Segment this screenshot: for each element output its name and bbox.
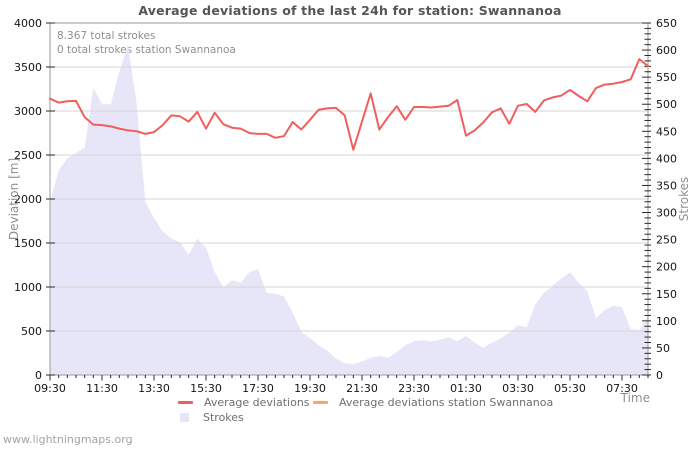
- y-right-tick-label: 450: [656, 125, 677, 138]
- y-right-tick-label: 350: [656, 179, 677, 192]
- y-right-tick-label: 600: [656, 44, 677, 57]
- legend-strokes-label: Strokes: [203, 411, 244, 424]
- y-left-tick-label: 3500: [14, 61, 42, 74]
- x-tick-label: 09:30: [34, 382, 66, 395]
- total-strokes-text: 8.367 total strokes: [57, 30, 156, 42]
- strokes-area: [50, 44, 648, 375]
- x-tick-label: 07:30: [606, 382, 638, 395]
- y-left-tick-label: 1500: [14, 237, 42, 250]
- right-axis-title: Strokes: [677, 176, 691, 222]
- legend-average-deviations: Average deviations: [178, 396, 310, 409]
- x-tick-label: 17:30: [242, 382, 274, 395]
- legend-station-deviations: Average deviations station Swannanoa: [313, 396, 553, 409]
- left-axis-title: Deviation [m]: [7, 157, 21, 241]
- y-right-tick-label: 400: [656, 152, 677, 165]
- watermark-link: www.lightningmaps.org: [3, 433, 133, 446]
- x-tick-label: 03:30: [502, 382, 534, 395]
- x-axis-title: Time: [620, 391, 650, 405]
- y-left-tick-label: 4000: [14, 17, 42, 30]
- x-tick-label: 13:30: [138, 382, 170, 395]
- strokes-swatch: [180, 413, 189, 422]
- x-tick-label: 01:30: [450, 382, 482, 395]
- legend-station-deviations-label: Average deviations station Swannanoa: [339, 396, 554, 409]
- y-right-tick-label: 550: [656, 71, 677, 84]
- x-tick-label: 19:30: [294, 382, 326, 395]
- totals-annotation: 8.367 total strokes 0 total strokes stat…: [57, 29, 236, 57]
- chart-title: Average deviations of the last 24h for s…: [138, 3, 562, 18]
- y-right-tick-label: 0: [656, 369, 663, 382]
- x-tick-label: 21:30: [346, 382, 378, 395]
- average-deviations-line: [49, 58, 649, 151]
- y-left-tick-label: 2000: [14, 193, 42, 206]
- y-right-tick-label: 200: [656, 261, 677, 274]
- y-right-tick-label: 250: [656, 234, 677, 247]
- y-right-tick-label: 50: [656, 342, 670, 355]
- y-left-tick-label: 2500: [14, 149, 42, 162]
- average-deviations-swatch: [178, 401, 193, 404]
- y-left-tick-label: 1000: [14, 281, 42, 294]
- x-tick-label: 05:30: [554, 382, 586, 395]
- y-left-tick-label: 0: [35, 369, 42, 382]
- legend-average-deviations-label: Average deviations: [204, 396, 310, 409]
- station-deviations-swatch: [313, 401, 328, 404]
- y-right-tick-label: 150: [656, 288, 677, 301]
- y-right-tick-label: 300: [656, 207, 677, 220]
- station-strokes-text: 0 total strokes station Swannanoa: [57, 44, 236, 56]
- x-tick-label: 11:30: [86, 382, 118, 395]
- x-tick-label: 15:30: [190, 382, 222, 395]
- y-left-tick-label: 500: [21, 325, 42, 338]
- x-tick-label: 23:30: [398, 382, 430, 395]
- y-left-tick-label: 3000: [14, 105, 42, 118]
- y-right-tick-label: 650: [656, 17, 677, 30]
- y-right-tick-label: 100: [656, 315, 677, 328]
- y-right-tick-label: 500: [656, 98, 677, 111]
- legend-strokes: Strokes: [178, 411, 244, 424]
